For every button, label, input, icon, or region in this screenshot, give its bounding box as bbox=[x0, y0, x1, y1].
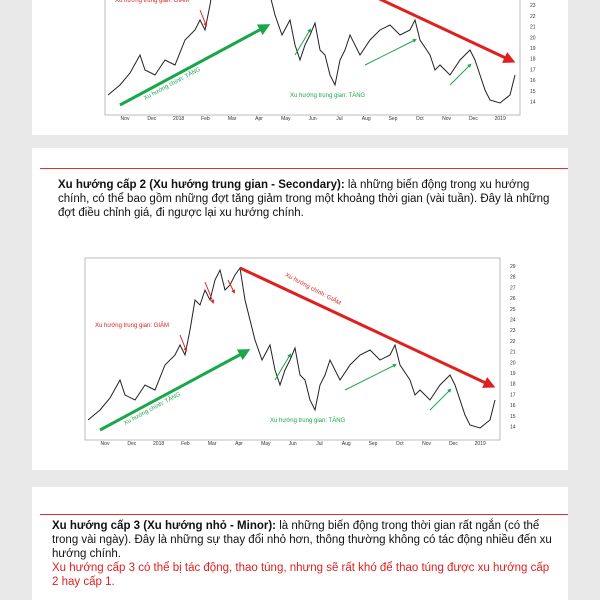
y-tick-label: 20 bbox=[530, 35, 536, 41]
y-tick-label: 22 bbox=[530, 14, 536, 20]
rule bbox=[40, 514, 568, 515]
x-tick-label: Oct bbox=[416, 116, 424, 122]
trend-arrow bbox=[119, 24, 271, 107]
x-tick-label: May bbox=[281, 116, 291, 122]
x-tick-label: Feb bbox=[201, 116, 210, 122]
y-tick-label: 18 bbox=[510, 382, 516, 388]
trend-arrow bbox=[344, 364, 397, 391]
y-tick-label: 15 bbox=[510, 414, 516, 420]
y-tick-label: 16 bbox=[530, 78, 536, 84]
note: Xu hướng cấp 3 có thể bị tác động, thao … bbox=[52, 562, 550, 588]
y-tick-label: 19 bbox=[530, 46, 536, 52]
paragraph: Xu hướng cấp 2 (Xu hướng trung gian - Se… bbox=[58, 178, 558, 220]
trend-arrow bbox=[239, 266, 496, 388]
heading: Xu hướng cấp 2 (Xu hướng trung gian - Se… bbox=[58, 179, 345, 191]
x-tick-label: Dec bbox=[449, 441, 458, 447]
x-tick-label: Jun bbox=[289, 441, 297, 447]
y-tick-label: 17 bbox=[530, 67, 536, 73]
y-tick-label: 25 bbox=[510, 307, 516, 313]
trend-arrow bbox=[179, 334, 188, 352]
body: là những biến động trong xu hướng chính,… bbox=[58, 179, 550, 219]
trend-arrow bbox=[274, 353, 292, 381]
x-tick-label: Apr bbox=[255, 116, 263, 122]
x-tick-label: 2018 bbox=[173, 116, 184, 122]
y-tick-label: 24 bbox=[510, 318, 516, 324]
x-tick-label: Nov bbox=[101, 441, 110, 447]
y-tick-label: 14 bbox=[530, 100, 536, 106]
x-tick-label: Dec bbox=[469, 116, 478, 122]
price-line bbox=[87, 266, 496, 429]
x-tick-label: Nov bbox=[442, 116, 451, 122]
x-tick-label: Aug bbox=[342, 441, 351, 447]
x-tick-label: Jul bbox=[336, 116, 342, 122]
y-tick-label: 23 bbox=[510, 328, 516, 334]
y-tick-label: 23 bbox=[530, 3, 536, 9]
trend-arrow bbox=[227, 279, 235, 294]
x-tick-label: Dec bbox=[127, 441, 136, 447]
x-tick-label: 2019 bbox=[495, 116, 506, 122]
plot-frame bbox=[104, 0, 521, 116]
trend-arrow bbox=[429, 388, 452, 411]
rule bbox=[40, 168, 568, 169]
heading: Xu hướng cấp 3 (Xu hướng nhỏ - Minor): bbox=[52, 520, 277, 532]
x-tick-label: Mar bbox=[228, 116, 237, 122]
x-tick-label: Feb bbox=[181, 441, 190, 447]
y-tick-label: 18 bbox=[530, 57, 536, 63]
panel-2: Xu hướng cấp 2 (Xu hướng trung gian - Se… bbox=[32, 148, 568, 470]
y-tick-label: 22 bbox=[510, 339, 516, 345]
price-line bbox=[107, 0, 516, 104]
y-tick-label: 15 bbox=[530, 89, 536, 95]
x-tick-label: Sep bbox=[389, 116, 398, 122]
panel-3: Xu hướng cấp 3 (Xu hướng nhỏ - Minor): l… bbox=[32, 487, 568, 600]
y-tick-label: 21 bbox=[510, 350, 516, 356]
x-tick-label: Oct bbox=[396, 441, 404, 447]
y-tick-label: 19 bbox=[510, 371, 516, 377]
x-tick-label: Nov bbox=[422, 441, 431, 447]
x-tick-label: May bbox=[261, 441, 271, 447]
x-tick-label: Nov bbox=[121, 116, 130, 122]
y-tick-label: 21 bbox=[530, 25, 536, 31]
y-tick-label: 16 bbox=[510, 403, 516, 409]
trend-arrow bbox=[294, 28, 312, 56]
annotation: Xu hướng trung gian: GIẢM bbox=[115, 0, 189, 4]
trend-arrow bbox=[199, 9, 208, 27]
trend-arrow bbox=[99, 349, 251, 432]
x-tick-label: Jun bbox=[309, 116, 317, 122]
y-tick-label: 26 bbox=[510, 296, 516, 302]
paragraph: Xu hướng cấp 3 (Xu hướng nhỏ - Minor): l… bbox=[52, 519, 557, 589]
x-tick-label: Mar bbox=[208, 441, 217, 447]
trend-arrow bbox=[378, 0, 516, 63]
x-tick-label: Aug bbox=[362, 116, 371, 122]
panel-1: 29282726252423222120191817161514NovDec20… bbox=[32, 0, 568, 135]
chart-body: 29282726252423222120191817161514NovDec20… bbox=[104, 0, 536, 122]
annotation: Xu hướng trung gian: TĂNG bbox=[290, 92, 366, 99]
annotation: Xu hướng trung gian: GIẢM bbox=[95, 322, 169, 329]
x-tick-label: 2019 bbox=[475, 441, 486, 447]
x-tick-label: 2018 bbox=[153, 441, 164, 447]
y-tick-label: 27 bbox=[510, 285, 516, 291]
y-tick-label: 14 bbox=[510, 425, 516, 431]
annotation: Xu hướng trung gian: TĂNG bbox=[270, 417, 346, 424]
x-tick-label: Sep bbox=[369, 441, 378, 447]
trend-arrow bbox=[449, 63, 472, 86]
x-tick-label: Apr bbox=[235, 441, 243, 447]
trend-arrow bbox=[364, 39, 417, 66]
y-tick-label: 17 bbox=[510, 392, 516, 398]
body: là những biến động trong thời gian rất n… bbox=[52, 520, 552, 560]
chart: 29282726252423222120191817161514NovDec20… bbox=[104, 0, 536, 122]
trend-arrow bbox=[204, 281, 215, 304]
x-tick-label: Dec bbox=[147, 116, 156, 122]
y-tick-label: 20 bbox=[510, 360, 516, 366]
y-tick-label: 28 bbox=[510, 275, 516, 281]
x-tick-label: Jul bbox=[316, 441, 322, 447]
y-tick-label: 29 bbox=[510, 264, 516, 270]
